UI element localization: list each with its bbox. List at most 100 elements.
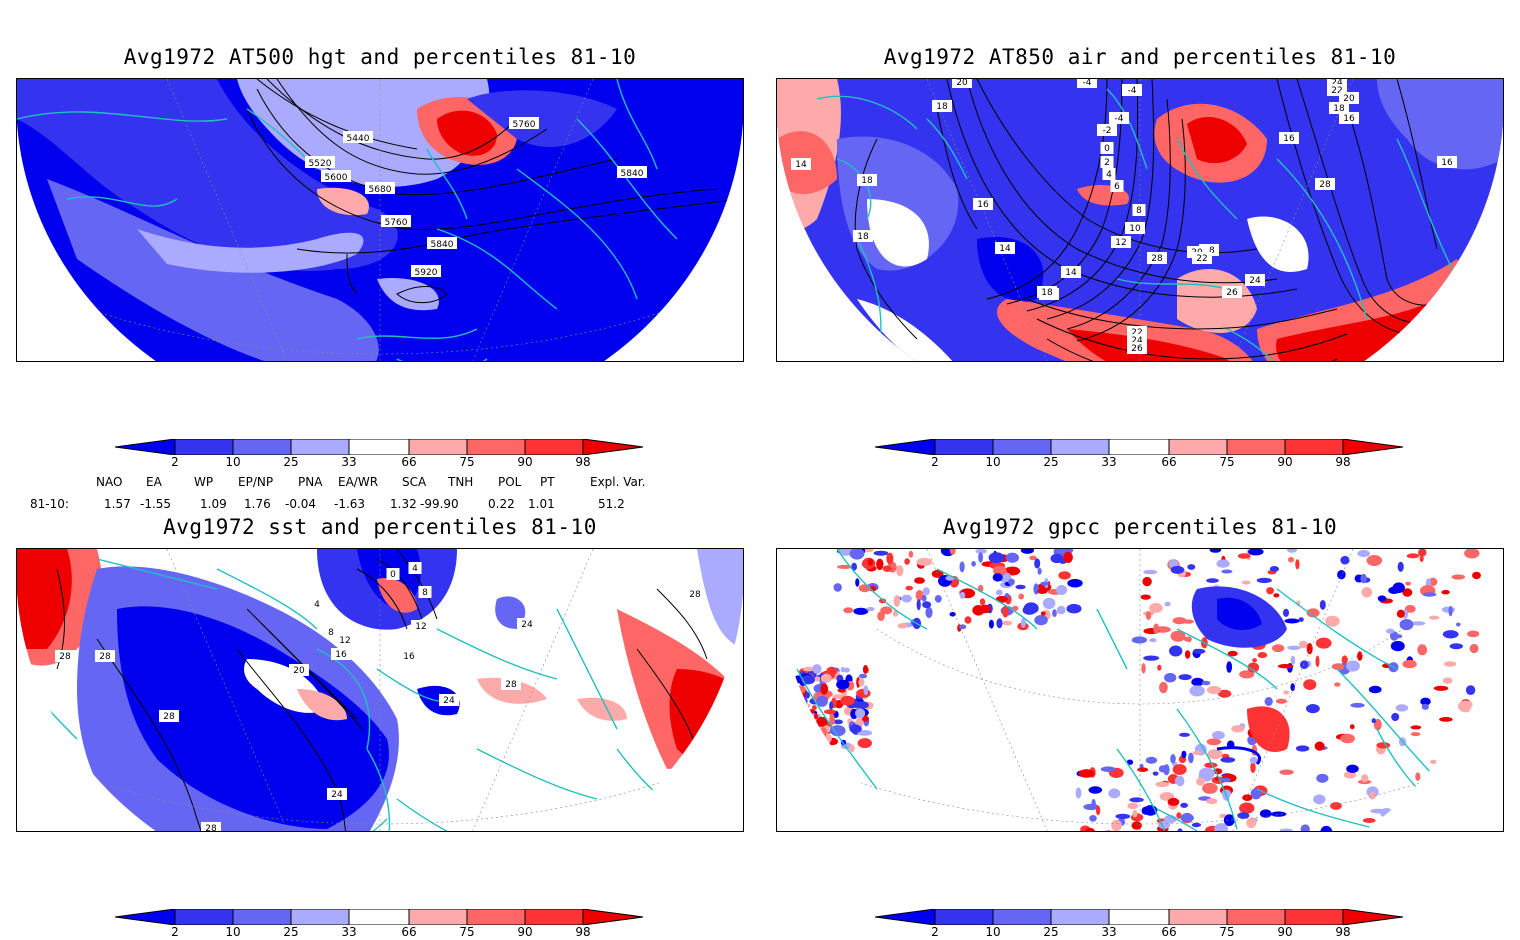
panel-title-gpcc: Avg1972 gpcc percentiles 81-10 <box>942 515 1338 539</box>
contour-label: 5600 <box>325 173 348 183</box>
map-gpcc <box>777 549 1503 831</box>
contour-label: 24 <box>443 696 455 706</box>
contour-label: 12 <box>415 622 426 632</box>
index-value: -0.04 <box>285 497 317 511</box>
contour-label: 24 <box>1131 336 1143 346</box>
index-value: -1.55 <box>140 497 172 511</box>
colorbar-label: 90 <box>1277 925 1293 939</box>
contour-label: 12 <box>1115 238 1126 248</box>
contour-label: 16 <box>977 200 989 210</box>
contour-label: 20 <box>956 79 968 88</box>
colorbar-label: 98 <box>1335 925 1351 939</box>
colorbar-swatches <box>874 438 1404 456</box>
colorbar-label: 66 <box>1161 455 1177 469</box>
contour-label: 5680 <box>369 185 392 195</box>
index-header: POL <box>498 475 522 489</box>
contour-label: 5840 <box>431 240 454 250</box>
index-header: EA <box>146 475 162 489</box>
index-value: 1.09 <box>200 497 227 511</box>
index-header: EA/WR <box>338 475 379 489</box>
colorbar-label: 2 <box>931 455 939 469</box>
contour-labels-sst: 28282828242016128404812162428242828 <box>55 562 705 832</box>
colorbar-label: 66 <box>1161 925 1177 939</box>
colorbar-label: 90 <box>517 925 533 939</box>
contour-labels-hgt500: 5440 5520 5600 5680 5760 5840 5920 5760 … <box>305 117 647 278</box>
colorbar-label: 98 <box>575 925 591 939</box>
index-row-label: 81-10: <box>30 497 69 511</box>
contour-label: 18 <box>936 102 948 112</box>
contour-label: 16 <box>1283 134 1295 144</box>
contour-label: 16 <box>1441 158 1453 168</box>
contour-label: 5840 <box>621 169 644 179</box>
contour-label: 28 <box>59 652 71 662</box>
colorbar-top-left: 2 10 25 33 66 75 90 98 <box>114 438 655 469</box>
index-value: 1.76 <box>244 497 271 511</box>
colorbar-label: 33 <box>341 925 357 939</box>
contour-label: 18 <box>1333 104 1345 114</box>
colorbar-label: 2 <box>171 925 179 939</box>
contour-label: -4 <box>1083 79 1092 88</box>
colorbar-label: 66 <box>401 455 417 469</box>
colorbar-swatches <box>114 438 644 456</box>
contour-label: 22 <box>1196 254 1207 264</box>
contour-label: 28 <box>1151 254 1163 264</box>
contour-label: 28 <box>505 680 517 690</box>
map-hgt500: 5440 5520 5600 5680 5760 5840 5920 5760 … <box>17 79 743 361</box>
panel-title-sst: Avg1972 sst and percentiles 81-10 <box>163 515 597 539</box>
map-air850: 2018-4-4-4-20246810121414161616161818202… <box>777 79 1503 361</box>
index-header: PNA <box>298 475 323 489</box>
index-value: 1.32 <box>390 497 417 511</box>
index-header: Expl. Var. <box>590 475 646 489</box>
map-panel-hgt500: 5440 5520 5600 5680 5760 5840 5920 5760 … <box>16 78 744 362</box>
contour-label: 16 <box>403 652 415 662</box>
colorbar-label: 98 <box>1335 455 1351 469</box>
colorbar-bottom-right: 2 10 25 33 66 75 90 98 <box>874 908 1415 939</box>
contour-label: 28 <box>99 652 111 662</box>
contour-label: 14 <box>999 244 1011 254</box>
colorbar-label: 33 <box>1101 455 1117 469</box>
index-value: -99.90 <box>420 497 459 511</box>
index-header: EP/NP <box>238 475 274 489</box>
contour-label: 16 <box>1343 114 1355 124</box>
contour-label: 24 <box>1331 79 1343 88</box>
index-value: 1.01 <box>528 497 555 511</box>
contour-label: 20 <box>293 666 305 676</box>
index-header: TNH <box>448 475 474 489</box>
map-panel-air850: 2018-4-4-4-20246810121414161616161818202… <box>776 78 1504 362</box>
contour-label: 8 <box>1136 206 1142 216</box>
colorbar-label: 75 <box>459 925 475 939</box>
colorbar-swatches <box>114 908 644 926</box>
contour-label: 6 <box>1114 182 1120 192</box>
contour-label: 24 <box>331 790 343 800</box>
colorbar-label: 2 <box>931 925 939 939</box>
contour-label: 26 <box>1131 344 1143 354</box>
panel-title-hgt500: Avg1972 AT500 hgt and percentiles 81-10 <box>123 45 637 69</box>
contour-label: -4 <box>1128 86 1137 96</box>
index-header: NAO <box>96 475 123 489</box>
index-header: PT <box>540 475 555 489</box>
panel-title-air850: Avg1972 AT850 air and percentiles 81-10 <box>883 45 1397 69</box>
index-header: SCA <box>402 475 427 489</box>
index-header: WP <box>194 475 214 489</box>
contour-label: 28 <box>1319 180 1331 190</box>
contour-label: 18 <box>857 232 869 242</box>
contour-label: -2 <box>1103 126 1112 136</box>
colorbar-label: 90 <box>1277 455 1293 469</box>
colorbar-swatches <box>874 908 1404 926</box>
colorbar-label: 10 <box>985 925 1001 939</box>
colorbar-label: 25 <box>1043 455 1059 469</box>
contour-label: 28 <box>163 712 175 722</box>
teleconnection-headers: NAO EA WP EP/NP PNA EA/WR SCA TNH POL PT… <box>0 475 760 491</box>
contour-label: 14 <box>795 160 807 170</box>
contour-label: 22 <box>1331 86 1342 96</box>
colorbar-bottom-left: 2 10 25 33 66 75 90 98 <box>114 908 655 939</box>
colorbar-label: 10 <box>985 455 1001 469</box>
contour-label: 16 <box>335 650 347 660</box>
contour-label: 10 <box>1129 224 1141 234</box>
colorbar-label: 2 <box>171 455 179 469</box>
contour-label: 12 <box>339 636 350 646</box>
contour-label: 28 <box>205 824 217 832</box>
map-sst: 28282828242016128404812162428242828 <box>17 549 743 832</box>
contour-label: 8 <box>422 588 428 598</box>
contour-label: 24 <box>1249 276 1261 286</box>
